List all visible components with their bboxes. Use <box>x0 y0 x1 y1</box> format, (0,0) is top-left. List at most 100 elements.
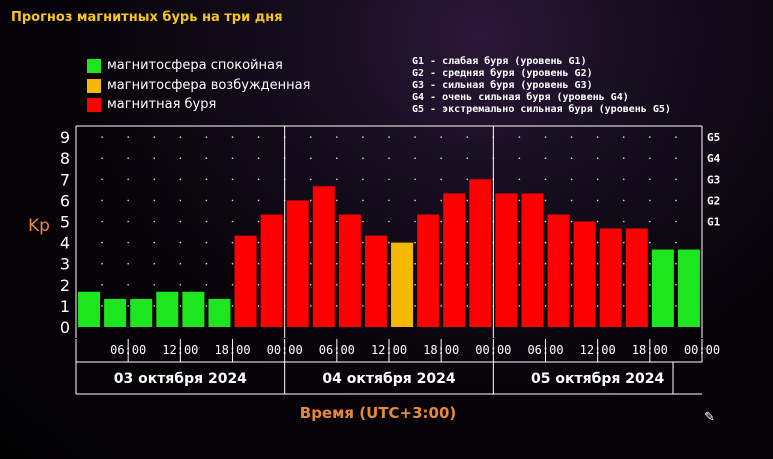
legend-swatch-storm <box>87 97 101 112</box>
grid-dot <box>179 284 182 286</box>
grid-dot <box>257 262 260 265</box>
grid-dot <box>231 178 234 181</box>
grid-dot <box>205 157 208 159</box>
time-tick-label: 18:00 <box>632 343 668 357</box>
storm-level-g5: G5 - экстремально сильная буря (уровень … <box>412 104 671 115</box>
kp-bar <box>391 242 414 327</box>
grid-dot <box>414 305 416 307</box>
grid-dot <box>257 136 260 138</box>
g-level-tick-label: G5 <box>707 131 720 144</box>
grid-dot <box>257 199 260 202</box>
grid-dot <box>440 305 442 307</box>
g-level-tick-label: G2 <box>707 194 720 207</box>
grid-dot <box>309 262 312 265</box>
legend-swatch-active <box>87 78 101 93</box>
grid-dot <box>362 284 364 286</box>
grid-dot <box>544 262 547 265</box>
grid-dot <box>153 284 156 286</box>
grid-dot <box>622 284 625 286</box>
grid-dot <box>127 199 129 202</box>
grid-dot <box>518 157 521 159</box>
kp-bar <box>104 298 127 327</box>
grid-dot <box>466 178 469 181</box>
grid-dot <box>336 199 338 202</box>
grid-dot <box>309 178 312 181</box>
grid-dot <box>205 199 208 202</box>
grid-dot <box>388 220 390 223</box>
grid-dot <box>309 199 312 202</box>
grid-dot <box>622 262 625 265</box>
grid-dot <box>179 178 182 181</box>
grid-dot <box>257 220 260 223</box>
grid-dot <box>388 241 390 244</box>
grid-dot <box>414 157 416 159</box>
time-tick-label: 00:00 <box>475 343 511 357</box>
grid-dot <box>309 136 312 138</box>
grid-dot <box>649 284 651 286</box>
kp-bar <box>677 249 700 327</box>
grid-dot <box>622 136 625 138</box>
grid-dot <box>257 284 260 286</box>
grid-dot <box>309 241 312 244</box>
kp-bar <box>208 298 231 327</box>
kp-bar <box>364 235 387 327</box>
kp-bar <box>312 186 335 327</box>
grid-dot <box>101 220 103 223</box>
grid-dot <box>649 262 651 265</box>
day-label: 03 октября 2024 <box>114 371 247 387</box>
grid-dot <box>596 199 599 202</box>
grid-dot <box>179 220 182 223</box>
grid-dot <box>622 305 625 307</box>
grid-dot <box>675 199 677 202</box>
grid-dot <box>101 262 103 265</box>
grid-dot <box>596 262 599 265</box>
grid-dot <box>518 199 521 202</box>
kp-bar <box>234 235 257 327</box>
kp-bar <box>182 291 205 327</box>
grid-dot <box>414 136 416 138</box>
grid-dot <box>101 241 103 244</box>
grid-dot <box>153 178 156 181</box>
grid-dot <box>466 136 469 138</box>
grid-dot <box>675 178 677 181</box>
legend-item-quiet: магнитосфера спокойная <box>87 57 283 74</box>
grid-dot <box>466 241 469 244</box>
time-tick-label: 18:00 <box>423 343 459 357</box>
grid-dot <box>414 199 416 202</box>
grid-dot <box>362 262 364 265</box>
grid-dot <box>440 157 442 159</box>
grid-dot <box>309 305 312 307</box>
grid-dot <box>257 241 260 244</box>
grid-dot <box>440 262 442 265</box>
grid-dot <box>231 136 234 138</box>
y-tick-label: 6 <box>60 191 70 210</box>
grid-dot <box>414 284 416 286</box>
grid-dot <box>257 178 260 181</box>
grid-dot <box>440 199 442 202</box>
grid-dot <box>153 220 156 223</box>
time-tick-label: 12:00 <box>371 343 407 357</box>
kp-bar <box>599 228 622 327</box>
grid-dot <box>675 241 677 244</box>
grid-dot <box>205 262 208 265</box>
pencil-icon[interactable]: ✎ <box>704 410 715 425</box>
time-tick-label: 06:00 <box>110 343 146 357</box>
grid-dot <box>414 220 416 223</box>
kp-bar <box>338 214 361 327</box>
grid-dot <box>336 157 338 159</box>
grid-dot <box>675 220 677 223</box>
grid-dot <box>440 241 442 244</box>
day-label: 04 октября 2024 <box>322 371 455 387</box>
y-tick-label: 0 <box>60 318 70 337</box>
grid-dot <box>675 262 677 265</box>
storm-level-g3: G3 - сильная буря (уровень G3) <box>412 80 593 91</box>
legend-swatch-quiet <box>87 58 101 73</box>
grid-dot <box>231 241 234 244</box>
kp-bar <box>573 221 596 327</box>
grid-dot <box>466 199 469 202</box>
grid-dot <box>675 157 677 159</box>
grid-dot <box>596 178 599 181</box>
grid-dot <box>127 136 129 138</box>
page-title: Прогноз магнитных бурь на три дня <box>11 10 283 25</box>
grid-dot <box>153 136 156 138</box>
